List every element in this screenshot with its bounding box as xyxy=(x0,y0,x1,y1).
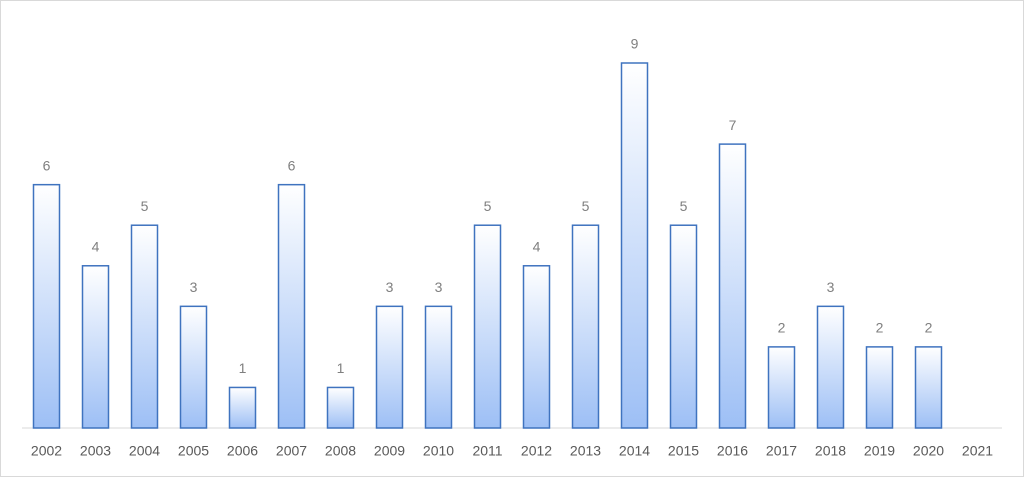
x-tick-label: 2004 xyxy=(129,443,160,459)
value-label: 7 xyxy=(729,117,737,133)
x-tick-label: 2021 xyxy=(962,443,993,459)
x-tick-label: 2005 xyxy=(178,443,209,459)
value-label: 1 xyxy=(239,360,247,376)
bar xyxy=(622,63,648,428)
value-label: 3 xyxy=(190,279,198,295)
value-label: 6 xyxy=(43,157,51,173)
bar xyxy=(377,306,403,428)
value-label: 4 xyxy=(92,238,100,254)
x-tick-label: 2018 xyxy=(815,443,846,459)
bar xyxy=(328,387,354,428)
bar xyxy=(181,306,207,428)
bar xyxy=(867,347,893,428)
value-label: 6 xyxy=(288,157,296,173)
x-tick-label: 2007 xyxy=(276,443,307,459)
bar xyxy=(720,144,746,428)
x-tick-label: 2014 xyxy=(619,443,650,459)
bar xyxy=(818,306,844,428)
value-label: 2 xyxy=(778,320,786,336)
value-label: 3 xyxy=(386,279,394,295)
value-label: 5 xyxy=(484,198,492,214)
value-label: 5 xyxy=(582,198,590,214)
value-label: 3 xyxy=(827,279,835,295)
bar xyxy=(426,306,452,428)
x-tick-label: 2016 xyxy=(717,443,748,459)
x-tick-label: 2019 xyxy=(864,443,895,459)
value-label: 1 xyxy=(337,360,345,376)
x-tick-label: 2011 xyxy=(472,443,502,459)
bar xyxy=(769,347,795,428)
value-label: 2 xyxy=(876,320,884,336)
value-label: 4 xyxy=(533,238,541,254)
bar xyxy=(230,387,256,428)
bar xyxy=(83,266,109,428)
value-label: 2 xyxy=(925,320,933,336)
bar xyxy=(671,225,697,428)
x-tick-label: 2013 xyxy=(570,443,601,459)
x-tick-label: 2012 xyxy=(521,443,552,459)
x-tick-label: 2003 xyxy=(80,443,111,459)
x-tick-label: 2015 xyxy=(668,443,699,459)
value-label: 5 xyxy=(141,198,149,214)
bar xyxy=(34,185,60,428)
x-tick-label: 2017 xyxy=(766,443,797,459)
bar xyxy=(279,185,305,428)
x-tick-label: 2006 xyxy=(227,443,258,459)
bar xyxy=(916,347,942,428)
value-label: 5 xyxy=(680,198,688,214)
bar xyxy=(132,225,158,428)
x-tick-label: 2009 xyxy=(374,443,405,459)
x-tick-label: 2002 xyxy=(31,443,62,459)
bar xyxy=(475,225,501,428)
value-label: 3 xyxy=(435,279,443,295)
bar xyxy=(524,266,550,428)
value-label: 9 xyxy=(631,36,639,52)
bar xyxy=(573,225,599,428)
x-tick-label: 2008 xyxy=(325,443,356,459)
x-tick-label: 2010 xyxy=(423,443,454,459)
x-tick-label: 2020 xyxy=(913,443,944,459)
